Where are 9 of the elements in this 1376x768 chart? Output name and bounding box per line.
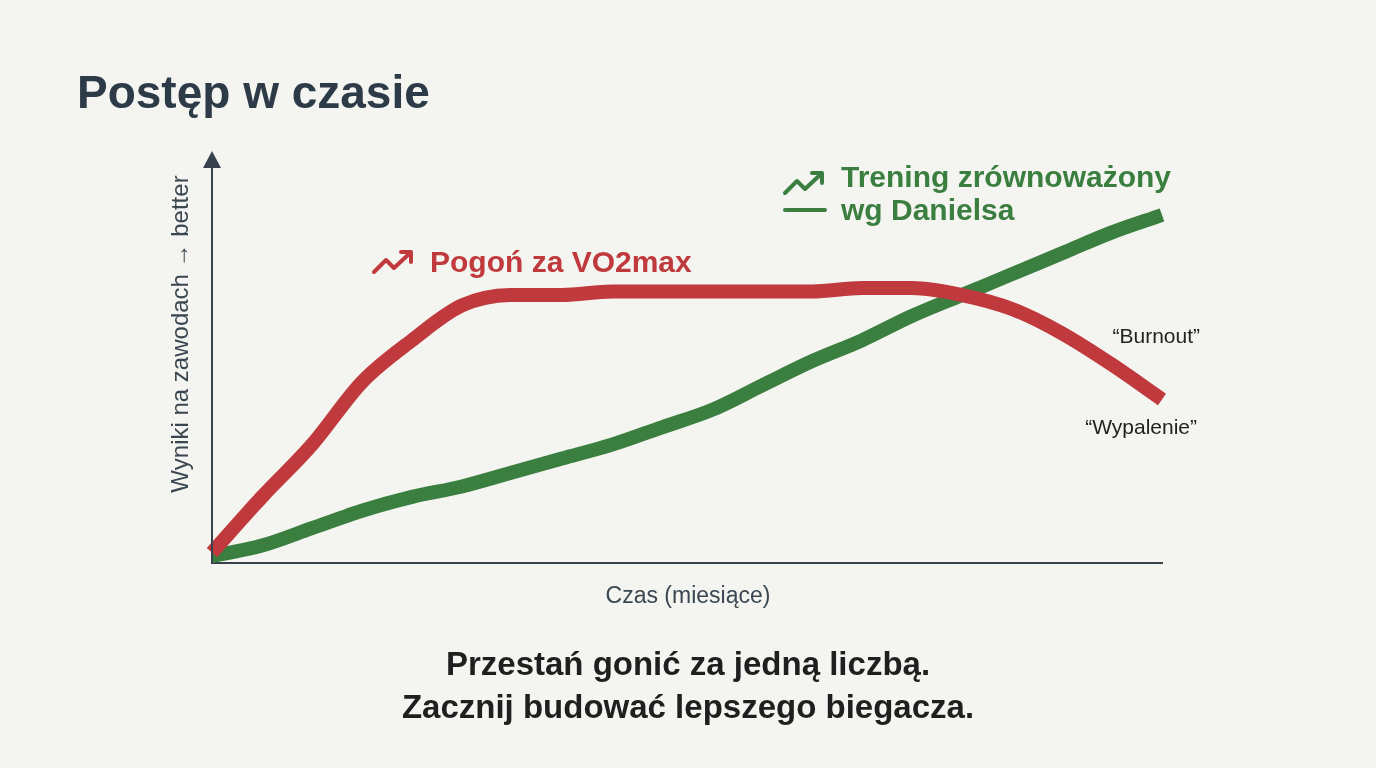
legend-label: Pogoń za VO2max bbox=[430, 245, 693, 278]
legend-label: Trening zrównoważony wg Danielsa bbox=[841, 160, 1172, 226]
chart-title: Postęp w czasie bbox=[77, 66, 430, 118]
x-axis-title: Czas (miesiące) bbox=[605, 582, 771, 609]
annotation: “Burnout” bbox=[1112, 324, 1200, 349]
annotation: “Wypalenie” bbox=[1085, 415, 1197, 440]
text: Zacznij budować lepszego biegacza. bbox=[400, 687, 976, 727]
text: Przestań gonić za jedną liczbą. bbox=[444, 644, 932, 684]
y-axis-title: Wyniki na zawodach → better bbox=[166, 175, 194, 493]
